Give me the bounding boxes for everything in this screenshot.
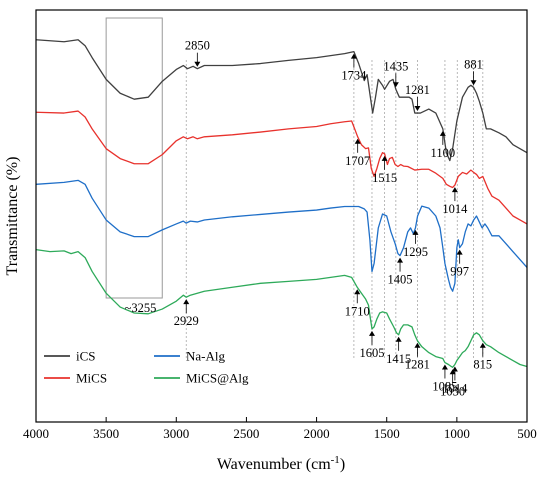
peak-label-text: 1415 <box>386 352 411 366</box>
x-tick-label: 1500 <box>374 426 400 441</box>
peak-label-text: 1515 <box>372 171 397 185</box>
series-line-na-alg <box>35 179 528 292</box>
peak-label: 1707 <box>345 138 370 168</box>
peak-label: 1515 <box>372 155 397 185</box>
legend-label: MiCS <box>76 371 107 386</box>
peak-label-text: 997 <box>450 265 469 279</box>
series-line-mics-alg <box>35 249 528 368</box>
legend-label: MiCS@Alg <box>186 371 249 386</box>
x-tick-label: 3500 <box>93 426 119 441</box>
peak-label: 1415 <box>386 336 411 366</box>
series-line-ics <box>35 39 528 162</box>
peak-label: 1281 <box>405 83 430 112</box>
x-axis-ticks: 4000 3500 3000 2500 2000 1500 1000 500 <box>23 417 537 441</box>
series-curves <box>35 39 528 368</box>
peak-label: 1405 <box>388 257 413 287</box>
legend: iCS MiCS Na-Alg MiCS@Alg <box>44 349 249 386</box>
peak-label: 2929 <box>174 299 199 328</box>
series-line-mics <box>35 110 528 225</box>
peak-label: 1030 <box>440 369 465 398</box>
peak-label-text: ~3255 <box>125 301 157 315</box>
peak-label: 1710 <box>345 289 370 318</box>
plot-frame <box>35 9 528 423</box>
x-tick-label: 1000 <box>444 426 470 441</box>
peak-label: 1014 <box>442 366 468 396</box>
peak-label-text: 1605 <box>359 346 384 360</box>
peak-label-text: 1734 <box>341 69 367 83</box>
legend-label: Na-Alg <box>186 349 225 364</box>
peak-label-text: 1281 <box>405 358 430 372</box>
legend-item: MiCS@Alg <box>154 371 249 386</box>
peak-label-text: 1030 <box>440 384 465 398</box>
peak-label: 1734 <box>341 53 367 83</box>
peak-label-text: 1295 <box>403 245 428 259</box>
highlight-box <box>105 17 163 299</box>
peak-label: ~3255 <box>125 301 157 315</box>
x-tick-label: 500 <box>517 426 537 441</box>
peak-label: 1100 <box>431 130 456 160</box>
peak-label-text: 1405 <box>388 273 413 287</box>
peak-label-text: 1085 <box>432 380 457 394</box>
legend-label: iCS <box>76 349 96 364</box>
peak-label: 881 <box>464 57 483 86</box>
peak-label: 997 <box>450 249 469 279</box>
legend-item: Na-Alg <box>154 349 225 364</box>
peak-label-text: 1710 <box>345 304 370 318</box>
legend-item: iCS <box>44 349 96 364</box>
peak-label: 1281 <box>405 342 430 372</box>
peak-label-text: 1435 <box>383 59 408 73</box>
peak-label-text: 2850 <box>185 39 210 53</box>
peak-label: 1435 <box>383 59 408 88</box>
peak-label: 1295 <box>403 229 428 259</box>
peak-label-text: 1014 <box>442 202 468 216</box>
x-tick-label: 2000 <box>304 426 330 441</box>
peak-label: 2850 <box>185 39 210 67</box>
y-axis-label: Transmittance (%) <box>4 157 21 276</box>
peak-label-text: 1100 <box>431 146 456 160</box>
x-tick-label: 3000 <box>163 426 189 441</box>
peak-label-text: 815 <box>473 358 492 372</box>
x-tick-label: 2500 <box>233 426 259 441</box>
peak-label: 1085 <box>432 364 457 394</box>
peak-label: 815 <box>473 342 492 372</box>
legend-item: MiCS <box>44 371 107 386</box>
peak-label-text: 1707 <box>345 154 370 168</box>
peak-label-text: 1014 <box>442 382 468 396</box>
peak-label-text: 2929 <box>174 314 199 328</box>
peak-label: 1605 <box>359 330 384 360</box>
peak-label-text: 1281 <box>405 83 430 97</box>
peak-label: 1014 <box>442 187 468 216</box>
peak-label-text: 881 <box>464 57 483 71</box>
x-tick-label: 4000 <box>23 426 49 441</box>
x-axis-label: Wavenumber (cm-1) <box>217 454 345 473</box>
guide-lines <box>185 60 484 360</box>
